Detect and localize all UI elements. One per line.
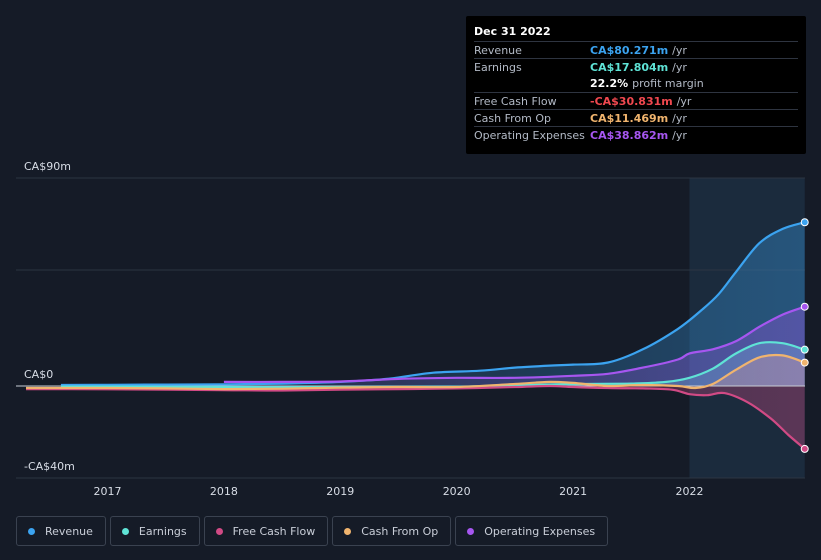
endpoint-operating-expenses[interactable] <box>800 302 809 311</box>
tooltip-row-unit: /yr <box>676 95 692 108</box>
tooltip-panel: Dec 31 2022 Revenue CA$80.271m/yr Earnings… <box>466 16 806 154</box>
series-line-revenue <box>60 221 806 387</box>
tooltip-row: Revenue CA$80.271m/yr <box>474 41 798 58</box>
x-tick-label: 2021 <box>559 485 587 498</box>
tooltip-row-label: Earnings <box>474 61 522 74</box>
y-tick-label-top: CA$90m <box>24 160 71 173</box>
legend-dot-icon <box>28 527 35 535</box>
legend-item-free-cash-flow[interactable]: Free Cash Flow <box>203 516 329 546</box>
series-line-cash-from-op <box>25 353 806 391</box>
legend-item-earnings[interactable]: Earnings <box>109 516 200 546</box>
endpoint-earnings[interactable] <box>800 345 809 354</box>
tooltip-row: Earnings CA$17.804m/yr <box>474 58 798 75</box>
endpoint-revenue[interactable] <box>800 218 809 227</box>
y-tick-label-zero: CA$0 <box>24 368 53 381</box>
tooltip-row-unit: /yr <box>672 112 687 125</box>
series-line-earnings <box>60 341 806 389</box>
legend-label: Revenue <box>45 524 93 538</box>
legend-dot-icon <box>467 527 475 535</box>
plot-background <box>16 178 805 478</box>
tooltip-row-unit: profit margin <box>632 77 704 90</box>
tooltip-row: Cash From Op CA$11.469m/yr <box>474 109 798 126</box>
tooltip-row-value: CA$17.804m <box>590 61 669 74</box>
tooltip-row: 22.2% profit margin <box>474 75 798 92</box>
tooltip-row-label <box>474 75 590 92</box>
legend-dot-icon <box>121 527 129 535</box>
tooltip-row-label: Revenue <box>474 44 522 57</box>
tooltip-row: Operating Expenses CA$38.862m/yr <box>474 126 798 143</box>
legend-dot-icon <box>215 527 223 535</box>
area-operating-expenses <box>223 306 805 386</box>
legend-item-cash-from-op[interactable]: Cash From Op <box>332 516 452 546</box>
x-tick-label: 2022 <box>676 485 704 498</box>
x-tick-label: 2017 <box>94 485 122 498</box>
legend-label: Free Cash Flow <box>232 524 316 538</box>
legend-label: Operating Expenses <box>484 524 596 538</box>
legend-label: Earnings <box>138 524 187 538</box>
tooltip-row-value: CA$11.469m <box>590 112 669 125</box>
tooltip-row-value: CA$38.862m <box>590 129 669 142</box>
x-tick-label: 2019 <box>326 485 354 498</box>
tooltip-row-label: Operating Expenses <box>474 129 585 142</box>
legend: Revenue Earnings Free Cash Flow Cash From O… <box>16 516 612 546</box>
tooltip-row-label: Free Cash Flow <box>474 95 557 108</box>
legend-item-revenue[interactable]: Revenue <box>16 516 106 546</box>
legend-item-operating-expenses[interactable]: Operating Expenses <box>455 516 609 546</box>
tooltip-row: Free Cash Flow -CA$30.831m/yr <box>474 92 798 109</box>
area-free-cash-flow <box>26 386 805 449</box>
y-tick-label-bottom: -CA$40m <box>24 460 75 473</box>
tooltip-date: Dec 31 2022 <box>474 25 551 38</box>
endpoint-free-cash-flow[interactable] <box>800 444 809 453</box>
tooltip-row-value: CA$80.271m <box>590 44 669 57</box>
legend-label: Cash From Op <box>361 524 439 538</box>
endpoint-cash-from-op[interactable] <box>800 358 809 367</box>
tooltip-row-value: -CA$30.831m <box>590 95 673 108</box>
tooltip-row-label: Cash From Op <box>474 112 552 125</box>
x-tick-label: 2020 <box>443 485 471 498</box>
legend-dot-icon <box>344 527 352 535</box>
x-tick-label: 2018 <box>210 485 238 498</box>
tooltip-row-unit: /yr <box>672 44 687 57</box>
tooltip-row-unit: /yr <box>672 129 687 142</box>
tooltip-row-unit: /yr <box>672 61 687 74</box>
series-line-operating-expenses <box>223 305 806 384</box>
tooltip-row-value: 22.2% <box>590 77 629 90</box>
